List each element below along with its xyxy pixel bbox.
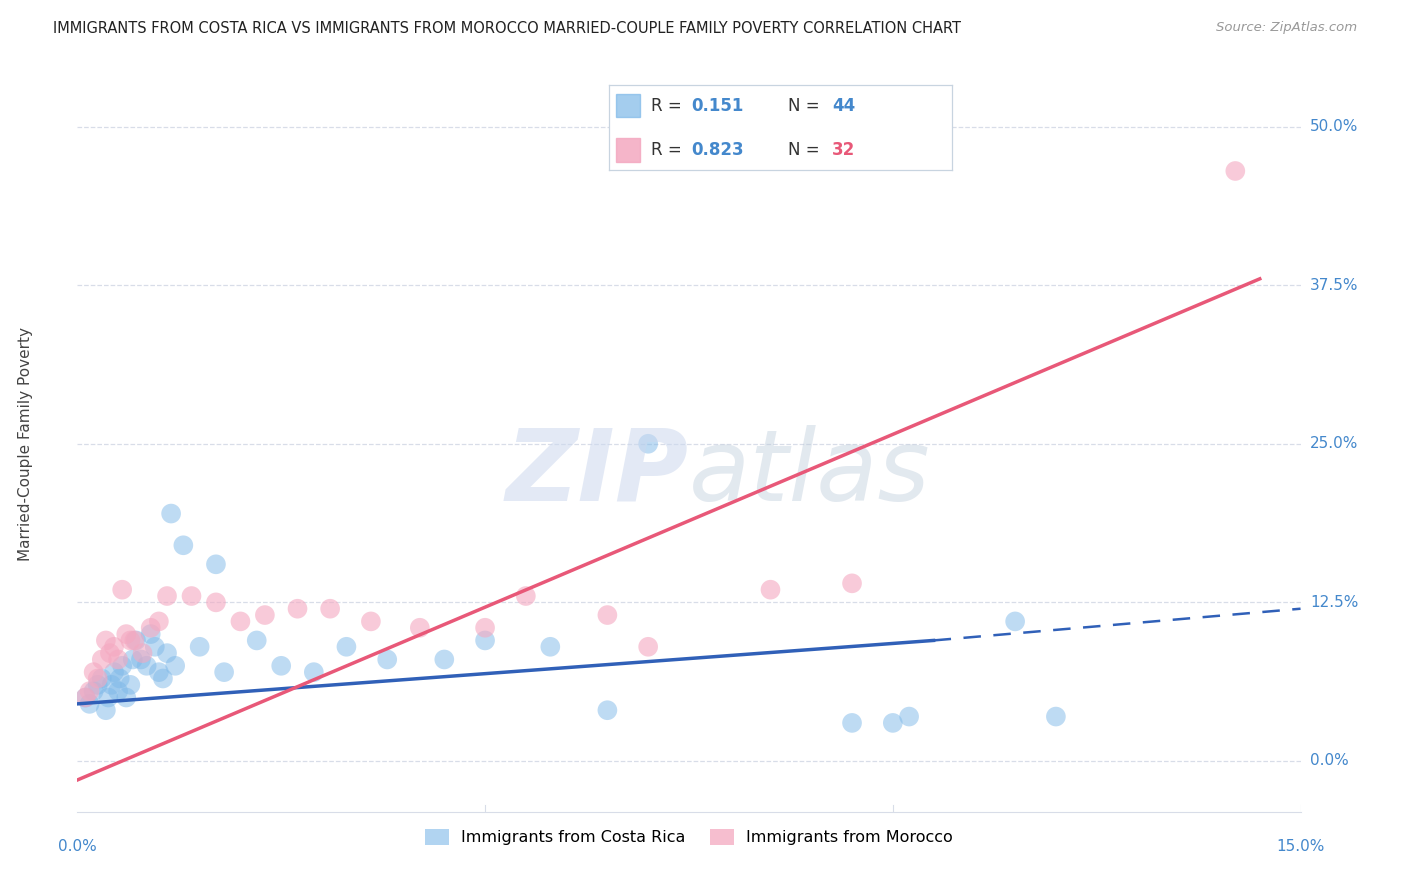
Point	[637, 640, 659, 654]
Point	[111, 658, 134, 673]
Point	[87, 672, 110, 686]
Point	[94, 703, 117, 717]
Point	[156, 646, 179, 660]
Point	[596, 608, 619, 623]
Point	[75, 690, 97, 705]
Point	[131, 646, 153, 660]
Point	[148, 615, 170, 629]
Point	[172, 538, 194, 552]
Point	[79, 697, 101, 711]
Point	[1004, 615, 1026, 629]
Point	[139, 627, 162, 641]
Point	[103, 640, 125, 654]
Point	[111, 582, 134, 597]
Point	[107, 652, 129, 666]
Point	[538, 640, 561, 654]
Point	[841, 715, 863, 730]
Point	[212, 665, 235, 680]
Text: 15.0%: 15.0%	[1277, 839, 1324, 855]
Point	[205, 558, 228, 572]
Point	[375, 652, 398, 666]
Point	[160, 507, 183, 521]
Point	[474, 621, 496, 635]
Point	[75, 690, 97, 705]
Point	[759, 582, 782, 597]
Point	[165, 658, 187, 673]
Point	[94, 633, 117, 648]
Point	[319, 601, 342, 615]
Point	[474, 633, 496, 648]
Text: Source: ZipAtlas.com: Source: ZipAtlas.com	[1216, 21, 1357, 35]
Point	[515, 589, 537, 603]
Point	[205, 595, 228, 609]
Text: 0.0%: 0.0%	[1310, 754, 1348, 769]
Point	[83, 684, 105, 698]
Text: 12.5%: 12.5%	[1310, 595, 1358, 610]
Point	[335, 640, 357, 654]
Point	[97, 690, 120, 705]
Point	[90, 672, 112, 686]
Point	[841, 576, 863, 591]
Point	[107, 684, 129, 698]
Point	[156, 589, 179, 603]
Point	[120, 678, 142, 692]
Text: 0.0%: 0.0%	[58, 839, 97, 855]
Point	[139, 621, 162, 635]
Point	[90, 652, 112, 666]
Text: ZIP: ZIP	[506, 425, 689, 522]
Point	[83, 665, 105, 680]
Point	[129, 652, 152, 666]
Text: 50.0%: 50.0%	[1310, 119, 1358, 134]
Point	[637, 436, 659, 450]
Point	[79, 684, 101, 698]
Point	[433, 652, 456, 666]
Point	[87, 678, 110, 692]
Point	[270, 658, 292, 673]
Point	[180, 589, 202, 603]
Point	[152, 672, 174, 686]
Text: atlas: atlas	[689, 425, 931, 522]
Point	[121, 652, 143, 666]
Point	[135, 658, 157, 673]
Point	[115, 627, 138, 641]
Point	[360, 615, 382, 629]
Point	[596, 703, 619, 717]
Text: 37.5%: 37.5%	[1310, 277, 1358, 293]
Legend: Immigrants from Costa Rica, Immigrants from Morocco: Immigrants from Costa Rica, Immigrants f…	[418, 822, 960, 852]
Point	[229, 615, 252, 629]
Point	[125, 633, 148, 648]
Point	[143, 640, 166, 654]
Point	[1225, 164, 1247, 178]
Point	[124, 633, 146, 648]
Point	[302, 665, 325, 680]
Point	[103, 665, 125, 680]
Point	[98, 646, 121, 660]
Point	[100, 678, 122, 692]
Point	[246, 633, 269, 648]
Point	[882, 715, 904, 730]
Point	[188, 640, 211, 654]
Point	[120, 633, 142, 648]
Text: 25.0%: 25.0%	[1310, 436, 1358, 451]
Point	[1045, 709, 1067, 723]
Point	[253, 608, 276, 623]
Point	[287, 601, 309, 615]
Point	[148, 665, 170, 680]
Point	[108, 672, 131, 686]
Point	[898, 709, 921, 723]
Point	[409, 621, 432, 635]
Point	[115, 690, 138, 705]
Text: Married-Couple Family Poverty: Married-Couple Family Poverty	[18, 326, 34, 561]
Text: IMMIGRANTS FROM COSTA RICA VS IMMIGRANTS FROM MOROCCO MARRIED-COUPLE FAMILY POVE: IMMIGRANTS FROM COSTA RICA VS IMMIGRANTS…	[53, 21, 962, 37]
